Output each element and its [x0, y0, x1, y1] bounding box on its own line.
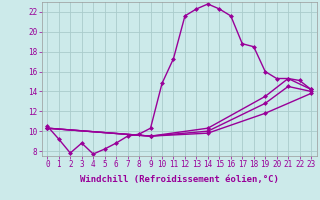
X-axis label: Windchill (Refroidissement éolien,°C): Windchill (Refroidissement éolien,°C): [80, 175, 279, 184]
